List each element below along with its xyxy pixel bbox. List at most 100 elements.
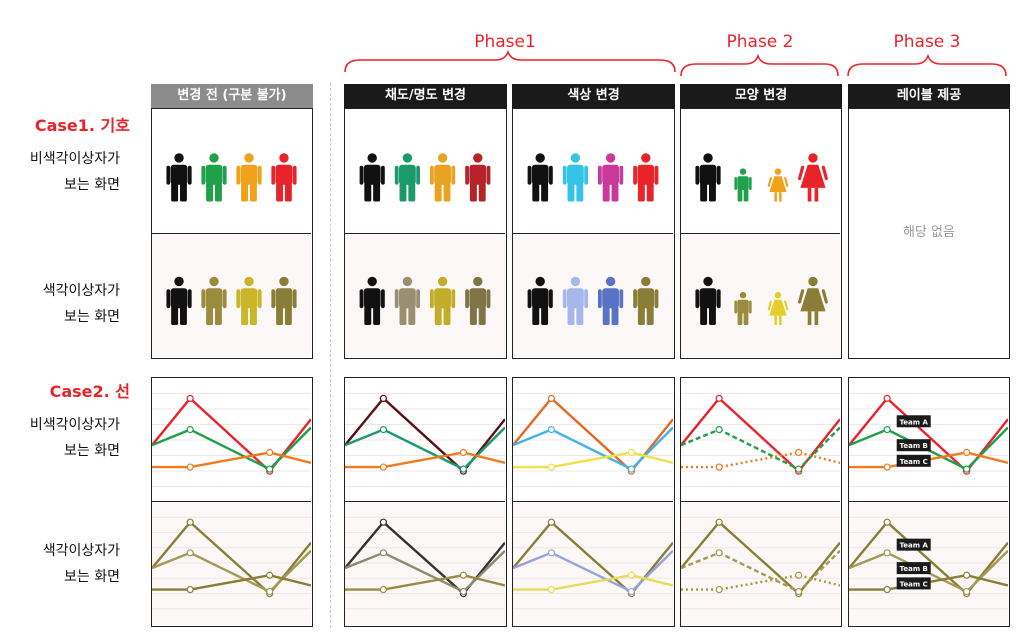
- data-point: [266, 571, 274, 579]
- series-line-c: [345, 574, 505, 591]
- team-label-a: Team A: [896, 538, 931, 551]
- person-icon-1: [166, 153, 192, 202]
- series-line-c: [345, 451, 505, 469]
- data-point: [186, 518, 194, 526]
- series-line-c: [513, 574, 673, 591]
- case2-before-normal: [152, 378, 311, 502]
- data-point: [547, 549, 556, 557]
- data-point: [186, 394, 194, 402]
- section-divider: [330, 83, 331, 628]
- data-point: [547, 585, 556, 594]
- data-point: [795, 571, 803, 579]
- series-line-c: [681, 574, 840, 591]
- person-icon-2: [394, 276, 420, 325]
- data-point: [547, 425, 556, 434]
- data-point: [963, 587, 971, 596]
- series-line-c: [152, 451, 311, 469]
- data-point: [795, 587, 803, 596]
- data-point: [715, 549, 723, 557]
- person-icon-1: [359, 153, 385, 202]
- data-point: [266, 448, 274, 457]
- case2-hue-cvd: [513, 501, 673, 625]
- case1-label-panel: 해당 없음: [848, 108, 1010, 359]
- case2-shape-normal: [681, 378, 840, 502]
- person-icon-4: [465, 276, 491, 325]
- data-point: [547, 394, 556, 402]
- data-point: [186, 425, 194, 434]
- case1-hue-cvd: [513, 233, 673, 357]
- person-icon-1: [359, 276, 385, 325]
- person-icon-3: [598, 276, 624, 325]
- data-point: [715, 394, 723, 402]
- person-icon-3: [236, 153, 262, 202]
- series-line-b: [681, 549, 840, 594]
- data-point: [883, 549, 891, 557]
- data-point: [963, 571, 971, 579]
- case1-shape-normal: [681, 109, 840, 234]
- series-line-a: [345, 520, 505, 596]
- not-applicable-text: 해당 없음: [903, 225, 955, 240]
- person-icon-1: [166, 276, 192, 325]
- person-icon-4: [633, 276, 659, 325]
- data-point: [627, 465, 636, 473]
- case1-saturation-panel: [344, 108, 507, 359]
- data-point: [379, 394, 388, 402]
- girl-icon: [767, 168, 789, 202]
- person-icon-3: [598, 153, 624, 202]
- phase2-brace: [680, 53, 839, 77]
- series-line-c: [513, 451, 673, 469]
- person-icon-1: [527, 153, 553, 202]
- svg-text:Team A: Team A: [899, 418, 928, 426]
- team-label-a: Team A: [896, 415, 931, 428]
- data-point: [459, 448, 468, 457]
- series-line-b: [345, 426, 505, 471]
- case2-label-panel: Team A Team B Team C Team A Team B Team C: [848, 377, 1010, 627]
- series-line-a: [152, 396, 311, 473]
- phase1-brace: [344, 49, 676, 73]
- data-point: [379, 585, 388, 594]
- data-point: [379, 549, 388, 557]
- series-line-c: [152, 574, 311, 591]
- series-line-b: [681, 426, 840, 471]
- boy-icon: [734, 168, 752, 202]
- woman-icon: [798, 276, 828, 325]
- boy-icon: [734, 291, 752, 325]
- case1-before-panel: [151, 108, 313, 359]
- data-point: [715, 463, 723, 471]
- team-label-c: Team C: [896, 577, 931, 590]
- series-line-a: [849, 396, 1008, 473]
- case2-before-cvd: [152, 501, 311, 625]
- case2-before-panel: [151, 377, 313, 627]
- case1-shape-cvd: [681, 233, 840, 357]
- data-point: [883, 518, 891, 526]
- data-point: [266, 587, 274, 596]
- case1-saturation-normal: [345, 109, 505, 234]
- svg-text:Team A: Team A: [899, 542, 928, 550]
- data-point: [266, 465, 274, 473]
- person-icon-4: [271, 276, 297, 325]
- team-label-b: Team B: [896, 562, 931, 575]
- col-header-hue: 색상 변경: [512, 84, 675, 108]
- data-point: [715, 425, 723, 434]
- svg-text:Team C: Team C: [900, 580, 928, 588]
- svg-text:Team B: Team B: [900, 565, 928, 573]
- woman-icon: [798, 153, 828, 202]
- data-point: [963, 448, 971, 457]
- man-icon: [695, 153, 721, 202]
- data-point: [883, 463, 891, 471]
- case2-shape-cvd: [681, 501, 840, 625]
- series-line-a: [513, 520, 673, 596]
- series-line-b: [152, 549, 311, 594]
- case1-before-cvd: [152, 233, 311, 357]
- case2-label-cvd: Team A Team B Team C: [849, 501, 1008, 625]
- data-point: [547, 463, 556, 471]
- data-point: [715, 518, 723, 526]
- phase2-label: Phase 2: [726, 32, 794, 52]
- data-point: [795, 465, 803, 473]
- data-point: [379, 425, 388, 434]
- series-line-b: [513, 549, 673, 594]
- data-point: [627, 571, 636, 579]
- person-icon-1: [527, 276, 553, 325]
- series-line-b: [345, 549, 505, 594]
- svg-text:Team C: Team C: [900, 458, 928, 466]
